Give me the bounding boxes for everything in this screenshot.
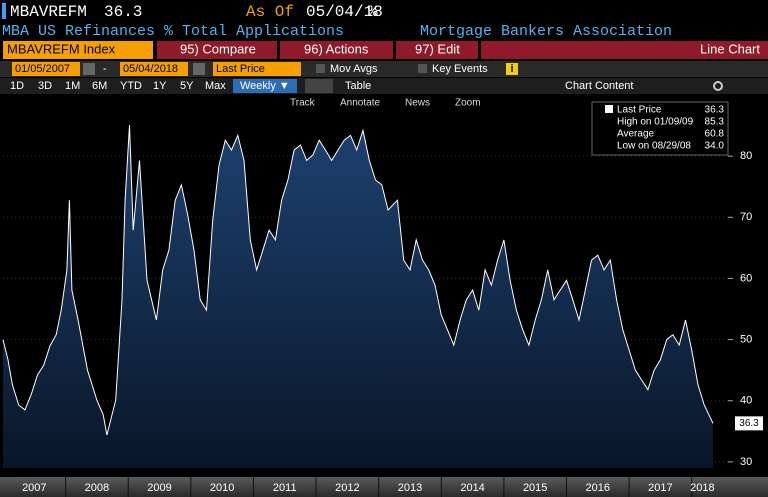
legend-swatch: [605, 105, 613, 113]
area-fill: [3, 125, 713, 468]
stat-label: Average: [617, 129, 655, 140]
chart-kind-bar: [481, 41, 768, 59]
period-button[interactable]: 1Y: [153, 80, 167, 92]
security-box[interactable]: [3, 41, 153, 59]
x-tick-label: 2009: [147, 482, 171, 494]
x-tick-label: 2016: [586, 482, 610, 494]
info[interactable]: i: [510, 63, 513, 75]
actions-button[interactable]: [280, 41, 393, 59]
frequency[interactable]: Weekly ▼: [240, 80, 290, 92]
start-date[interactable]: 01/05/2007: [15, 63, 70, 75]
checkbox[interactable]: [418, 64, 427, 73]
price-tag-label: 36.3: [739, 418, 759, 429]
legend: Last Price 36.3 High on 01/09/09 85.3 Averag…: [591, 101, 729, 156]
field-box[interactable]: [213, 62, 301, 76]
stat-value: 85.3: [705, 117, 725, 128]
header-marker: [2, 3, 6, 19]
stat-label: Low on 08/29/08: [617, 141, 691, 152]
legend-box: [591, 101, 729, 156]
start-date-box[interactable]: [12, 62, 80, 76]
period-bar: [0, 78, 768, 94]
info-icon[interactable]: [506, 63, 518, 75]
y-tick-label: 80: [740, 150, 752, 162]
price: 36.3: [104, 3, 142, 21]
stat-value: 34.0: [705, 141, 725, 152]
end-date[interactable]: 05/04/2018: [123, 63, 178, 75]
calendar-icon[interactable]: [83, 63, 95, 75]
x-tick-label: 2007: [22, 482, 46, 494]
y-tick-label: 70: [740, 211, 752, 223]
period-button[interactable]: 6M: [92, 80, 107, 92]
chart-tool[interactable]: News: [405, 98, 430, 109]
period-button[interactable]: Max: [205, 80, 226, 92]
mov-avgs[interactable]: Mov Avgs: [330, 63, 378, 75]
chart-tool[interactable]: Zoom: [455, 98, 481, 109]
ticker: MBAVREFM: [10, 3, 87, 21]
unit: %: [368, 3, 378, 21]
compare[interactable]: 95) Compare: [180, 41, 256, 56]
x-tick-label: 2017: [648, 482, 672, 494]
checkbox[interactable]: [316, 64, 325, 73]
table[interactable]: Table: [345, 80, 371, 92]
y-tick-label: 50: [740, 333, 752, 345]
source: Mortgage Bankers Association: [420, 23, 672, 40]
key-events[interactable]: Key Events: [432, 63, 488, 75]
period-button[interactable]: 5Y: [180, 80, 194, 92]
field[interactable]: Last Price: [216, 63, 265, 75]
period-button[interactable]: 1M: [65, 80, 80, 92]
compare-button[interactable]: [157, 41, 277, 59]
chart-kind: Line Chart: [700, 41, 760, 56]
chart-tool[interactable]: Annotate: [340, 98, 380, 109]
x-tick-label: 2010: [210, 482, 234, 494]
date-dash: -: [103, 63, 107, 75]
chart-icon[interactable]: [305, 79, 333, 93]
x-axis-bar: [0, 477, 768, 497]
calendar-icon[interactable]: [193, 63, 205, 75]
period-button[interactable]: 3D: [38, 80, 52, 92]
x-tick-label: 2015: [523, 482, 547, 494]
as-of-date: 05/04/18: [306, 3, 383, 21]
edit-button[interactable]: [396, 41, 478, 59]
security[interactable]: MBAVREFM Index: [7, 41, 116, 56]
edit[interactable]: 97) Edit: [415, 41, 460, 56]
controls-bar: [0, 61, 768, 77]
chart-tool[interactable]: Track: [290, 98, 316, 109]
legend-label: Last Price: [617, 105, 662, 116]
stat-value: 60.8: [705, 129, 725, 140]
period-button[interactable]: 1D: [10, 80, 24, 92]
actions[interactable]: 96) Actions: [304, 41, 369, 56]
y-tick-label: 30: [740, 456, 752, 468]
stat-label: High on 01/09/09: [617, 117, 694, 128]
frequency-box[interactable]: [233, 79, 297, 93]
description: MBA US Refinances % Total Applications: [2, 23, 344, 40]
x-tick-label: 2014: [460, 482, 484, 494]
as-of-label: As Of: [246, 3, 294, 21]
period-button[interactable]: YTD: [120, 80, 142, 92]
end-date-box[interactable]: [120, 62, 188, 76]
settings-icon[interactable]: [713, 81, 723, 91]
y-tick-label: 40: [740, 395, 752, 407]
y-tick-label: 60: [740, 272, 752, 284]
x-tick-label: 2018: [690, 482, 714, 494]
y-axis-panel: [728, 95, 768, 477]
chart-content[interactable]: Chart Content: [565, 80, 633, 92]
price-line: [2, 124, 714, 436]
price-tag: [735, 416, 763, 431]
x-tick-label: 2008: [85, 482, 109, 494]
x-tick-label: 2013: [398, 482, 422, 494]
x-tick-label: 2012: [335, 482, 359, 494]
legend-value: 36.3: [705, 105, 725, 116]
x-tick-label: 2011: [273, 482, 297, 494]
